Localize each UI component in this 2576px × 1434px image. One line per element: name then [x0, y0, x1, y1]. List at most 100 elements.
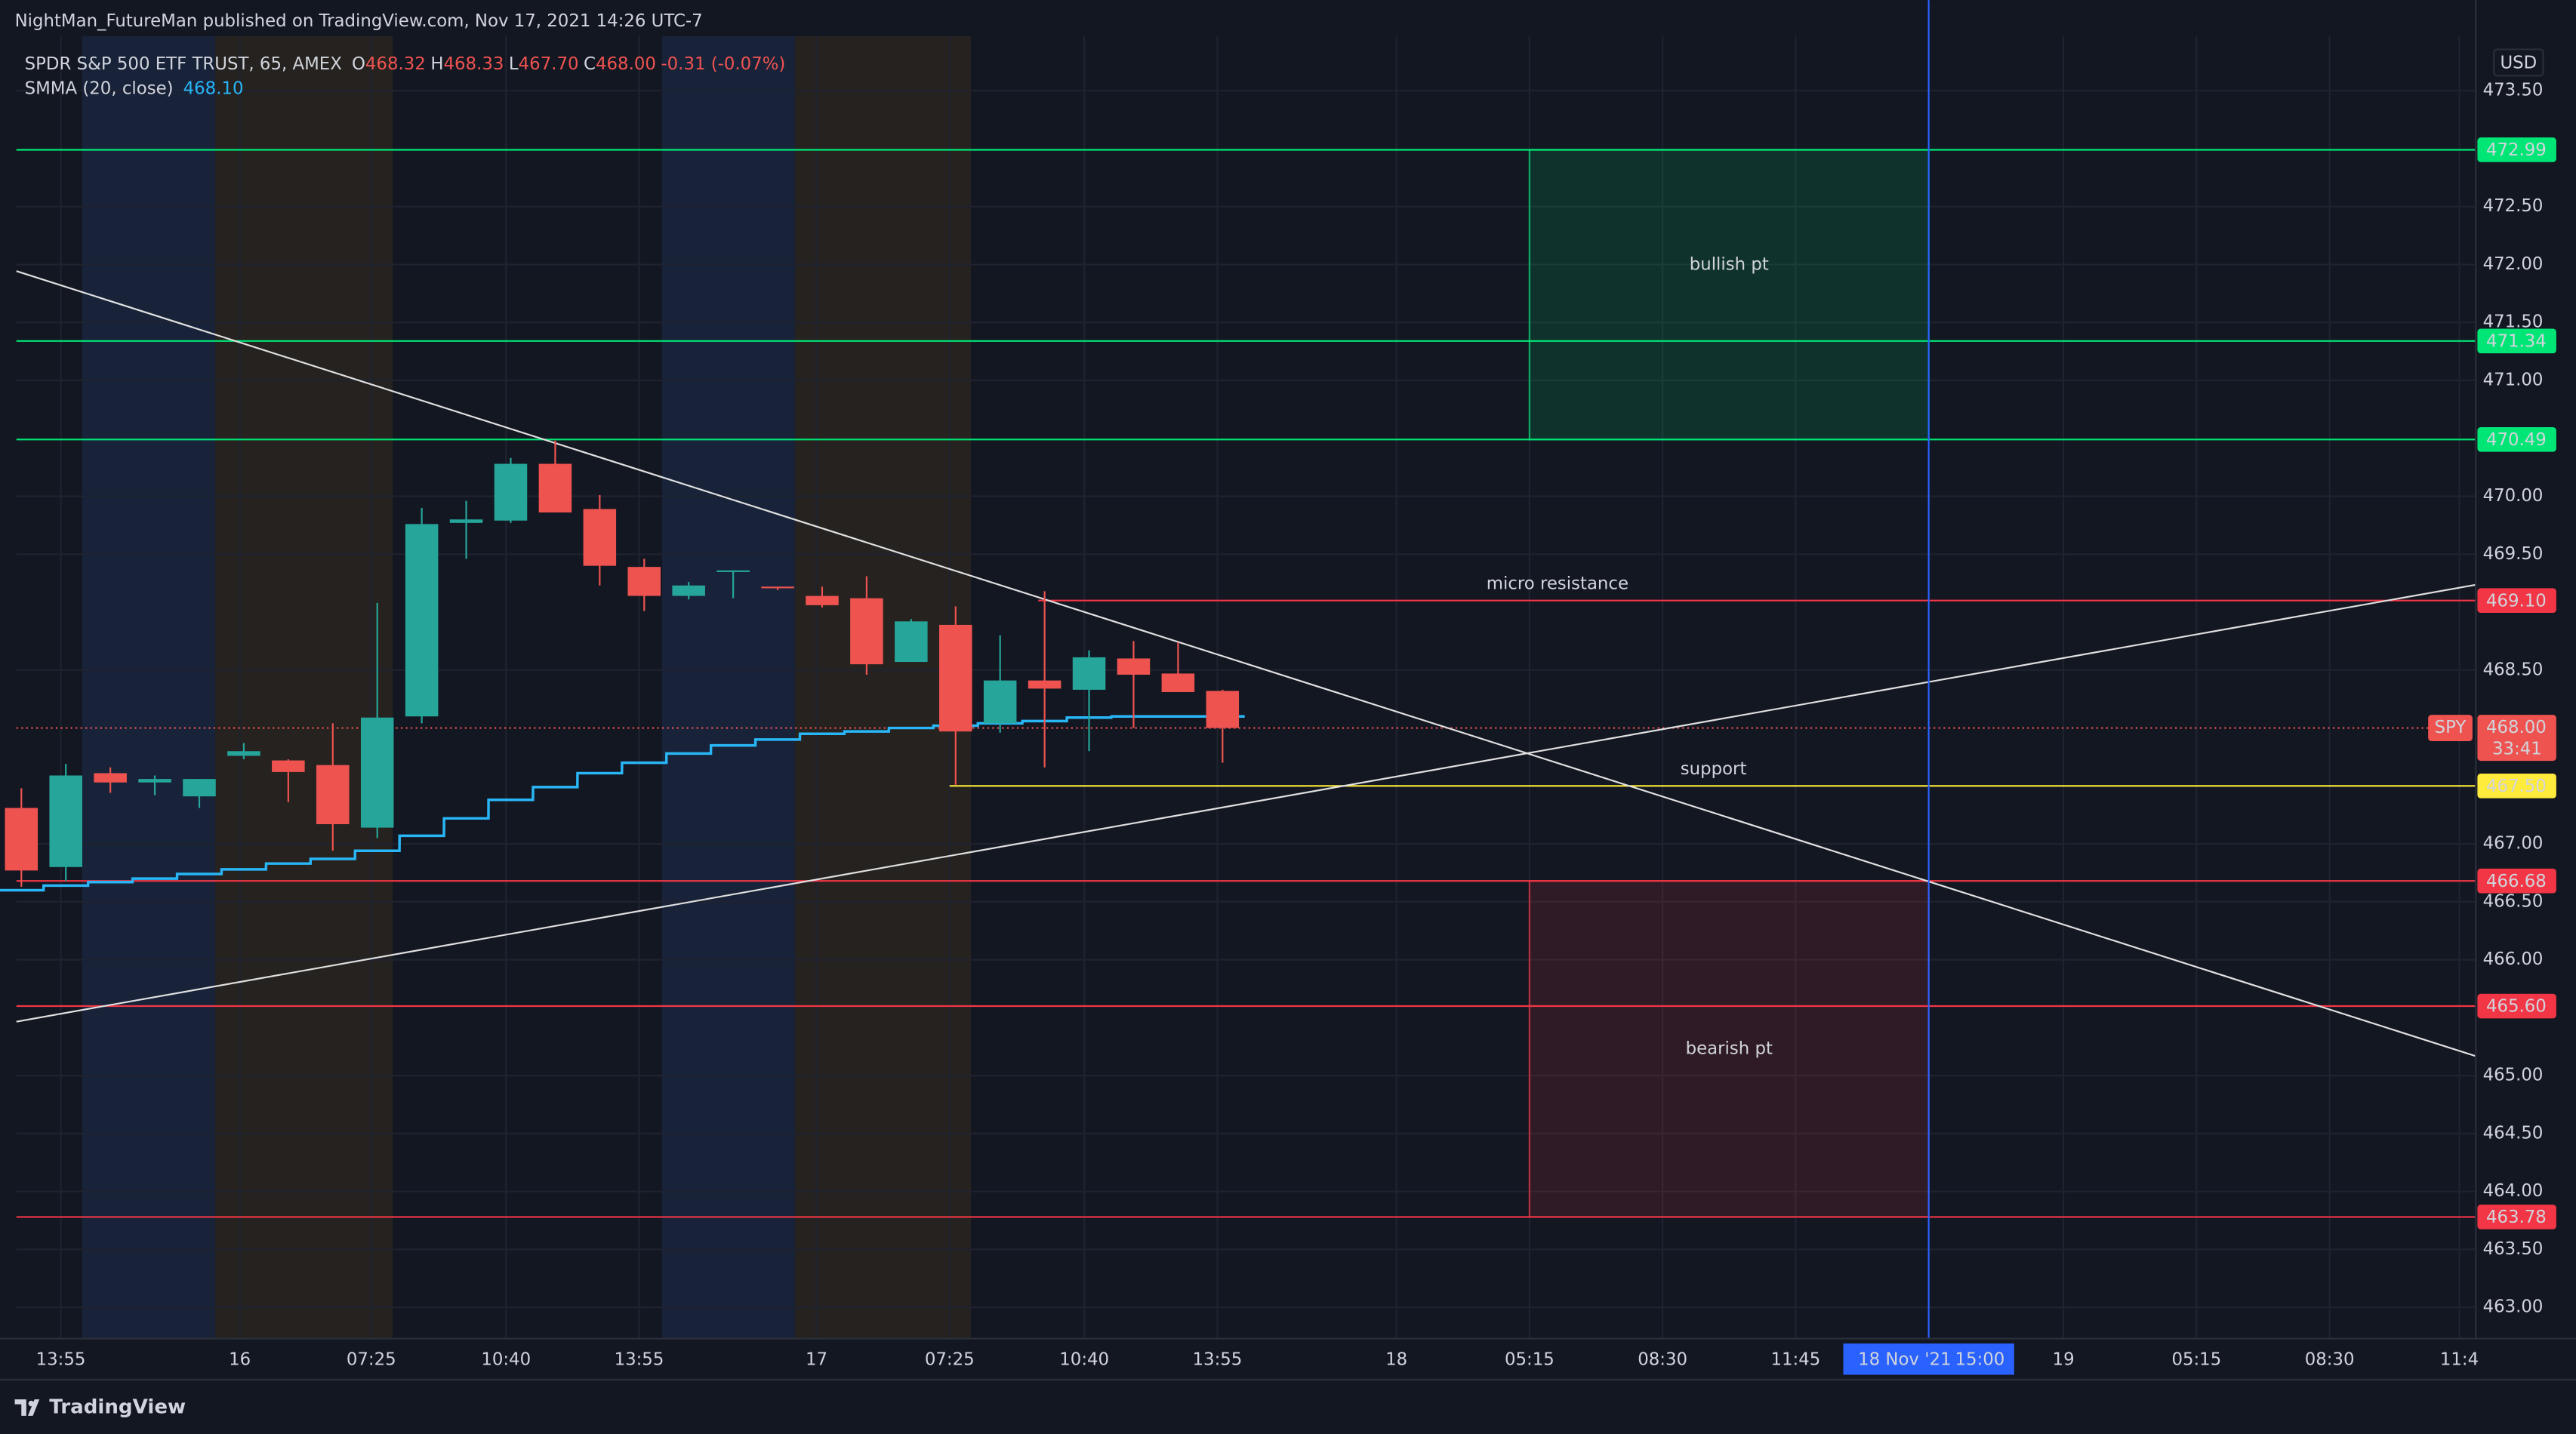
price-label: 466.68: [2486, 872, 2547, 891]
y-tick-label: 471.50: [2483, 312, 2544, 332]
symbol-tag-label: SPY: [2435, 718, 2467, 737]
y-tick-label: 464.00: [2483, 1181, 2544, 1201]
symbol-title: SPDR S&P 500 ETF TRUST, 65, AMEX: [25, 54, 342, 74]
level-text: support: [1681, 759, 1747, 779]
candle-body: [360, 717, 394, 828]
price-label: 469.10: [2486, 591, 2547, 611]
y-tick-label: 472.00: [2483, 254, 2544, 274]
price-label: 463.78: [2486, 1208, 2547, 1227]
y-tick-label: 471.00: [2483, 370, 2544, 389]
y-tick-label: 468.50: [2483, 660, 2544, 679]
change: -0.31 (-0.07%): [661, 54, 785, 74]
x-tick-label: 05:15: [1505, 1349, 1555, 1369]
ohlc-value: 468.33: [444, 54, 504, 74]
candle-body: [1117, 658, 1151, 675]
zone-label: bullish pt: [1690, 255, 1769, 275]
ohlc-key: H: [430, 54, 443, 74]
candle-body: [1072, 657, 1106, 690]
current-price-box: [2477, 715, 2556, 762]
candle-body: [938, 624, 972, 732]
ohlc-value: 467.70: [519, 54, 579, 74]
trend-line: [16, 270, 2476, 1057]
brand-logo: [28, 1400, 35, 1407]
smma-line: [0, 715, 1245, 892]
x-tick-label: 05:15: [2171, 1349, 2221, 1369]
symbol-tag: [2428, 715, 2473, 741]
crosshair-label-box: [1843, 1343, 2014, 1375]
price-label: 470.49: [2486, 430, 2547, 450]
session-band: [82, 36, 216, 1339]
trend-line: [16, 583, 2476, 1023]
session-band: [215, 36, 393, 1339]
y-tick-label: 464.50: [2483, 1123, 2544, 1143]
price-label-box: [2477, 426, 2556, 452]
candle-body: [138, 779, 171, 783]
crosshair-time: 15:00: [1955, 1349, 2004, 1369]
x-tick-label: 11:4: [2440, 1349, 2479, 1369]
x-tick-label: 07:25: [347, 1349, 396, 1369]
x-tick-label: 07:25: [925, 1349, 975, 1369]
candle-body: [1206, 691, 1240, 728]
x-tick-label: 08:30: [1638, 1349, 1687, 1369]
x-tick-label: 13:55: [36, 1349, 86, 1369]
candle-body: [1028, 680, 1062, 689]
candle-body: [627, 567, 661, 596]
y-tick-label: 466.00: [2483, 949, 2544, 969]
y-tick-label: 472.50: [2483, 196, 2544, 216]
y-tick-label: 465.00: [2483, 1066, 2544, 1085]
candle-body: [761, 586, 794, 589]
price-label-box: [2477, 993, 2556, 1019]
y-tick-label: 463.00: [2483, 1297, 2544, 1317]
y-tick-label: 469.50: [2483, 544, 2544, 564]
indicator-name: SMMA (20, close): [25, 78, 174, 98]
x-tick-label: 16: [229, 1349, 251, 1369]
x-tick-label: 11:45: [1770, 1349, 1820, 1369]
crosshair-date: 18 Nov '21: [1858, 1349, 1951, 1369]
y-tick-label: 466.50: [2483, 891, 2544, 911]
candle-body: [449, 519, 483, 523]
candle-body: [538, 463, 572, 513]
candle-body: [405, 524, 439, 717]
y-tick-label: 470.00: [2483, 486, 2544, 506]
zone-label: bearish pt: [1686, 1039, 1773, 1058]
x-tick-label: 18: [1385, 1349, 1407, 1369]
x-tick-label: 17: [806, 1349, 827, 1369]
candle-body: [806, 595, 839, 605]
candle-body: [983, 680, 1017, 724]
candle-body: [583, 509, 617, 566]
candle-body: [895, 621, 928, 663]
x-tick-label: 13:55: [615, 1349, 664, 1369]
candle-body: [183, 779, 216, 797]
x-tick-label: 19: [2053, 1349, 2075, 1369]
ohlc-key: L: [509, 54, 519, 74]
price-label-box: [2477, 137, 2556, 162]
ohlc-key: O: [352, 54, 365, 74]
currency-box: [2493, 48, 2544, 77]
x-tick-label: 13:55: [1193, 1349, 1243, 1369]
session-band: [661, 36, 796, 1339]
x-tick-label: 08:30: [2305, 1349, 2355, 1369]
brand: TradingView: [49, 1396, 186, 1419]
zone: [1528, 880, 1930, 1218]
indicator-value: 468.10: [183, 78, 244, 98]
ohlc-key: C: [584, 54, 596, 74]
currency: USD: [2500, 53, 2537, 72]
candle-body: [94, 773, 127, 783]
price-label-box: [2477, 868, 2556, 894]
publisher: NightMan_FutureMan published on TradingV…: [15, 11, 703, 31]
candle-body: [1161, 673, 1195, 692]
y-tick-label: 463.50: [2483, 1239, 2544, 1259]
ohlc-value: 468.32: [365, 54, 426, 74]
candle-body: [272, 760, 305, 772]
x-tick-label: 10:40: [481, 1349, 531, 1369]
countdown: 33:41: [2492, 739, 2542, 759]
y-tick-label: 473.50: [2483, 81, 2544, 100]
level-text: micro resistance: [1487, 574, 1628, 593]
zone: [1528, 149, 1930, 441]
current-price-label: 468.00: [2486, 718, 2547, 737]
legend: SPDR S&P 500 ETF TRUST, 65, AMEX O468.32 H…: [25, 54, 786, 74]
candle-body: [316, 765, 350, 824]
candle-body: [494, 463, 528, 521]
